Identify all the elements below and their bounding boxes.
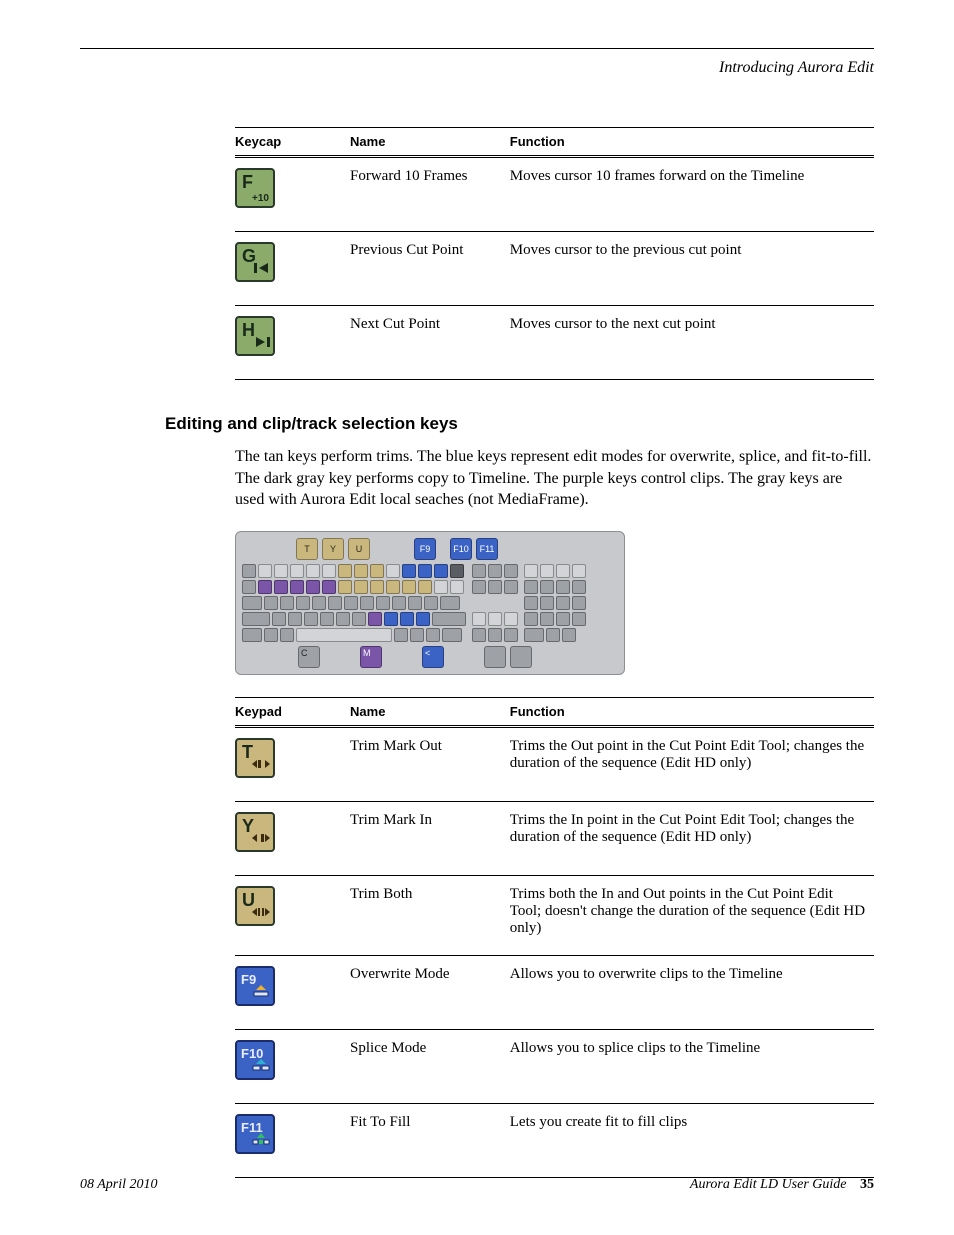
kb-bot-m: M — [360, 646, 382, 668]
section-title: Editing and clip/track selection keys — [165, 414, 874, 434]
keycap-f9: F9 — [235, 966, 275, 1006]
keycap-table-1: Keycap Name Function F +10 Forward 10 Fr… — [235, 127, 874, 380]
th-name: Name — [350, 697, 510, 726]
next-cut-icon — [254, 334, 270, 351]
trim-both-icon — [252, 904, 270, 921]
trim-out-icon — [252, 756, 270, 773]
cell-func: Trims the In point in the Cut Point Edit… — [510, 801, 874, 875]
cell-name: Overwrite Mode — [350, 955, 510, 1029]
cell-name: Trim Both — [350, 875, 510, 955]
th-keypad: Keypad — [235, 697, 350, 726]
kb-top-f11: F11 — [476, 538, 498, 560]
cell-func: Moves cursor to the next cut point — [510, 306, 874, 380]
cell-name: Next Cut Point — [350, 306, 510, 380]
kb-top-y: Y — [322, 538, 344, 560]
th-name: Name — [350, 128, 510, 157]
kb-bot-b — [510, 646, 532, 668]
th-keycap: Keycap — [235, 128, 350, 157]
cell-func: Lets you create fit to fill clips — [510, 1103, 874, 1177]
cell-name: Previous Cut Point — [350, 232, 510, 306]
table-row: F10 Splice Mode Allows you to splice cli… — [235, 1029, 874, 1103]
cell-name: Fit To Fill — [350, 1103, 510, 1177]
cell-name: Trim Mark In — [350, 801, 510, 875]
kb-top-t: T — [296, 538, 318, 560]
keycap-h: H — [235, 316, 275, 356]
kb-nav-block — [472, 564, 518, 642]
keycap-f10: F10 — [235, 1040, 275, 1080]
table-row: F11 Fit To Fill Lets you create fit to f… — [235, 1103, 874, 1177]
th-function: Function — [510, 697, 874, 726]
kb-numpad-block — [524, 564, 586, 642]
cell-name: Splice Mode — [350, 1029, 510, 1103]
kb-top-f10: F10 — [450, 538, 472, 560]
table-row: U Trim Both Trims both the In and Out po… — [235, 875, 874, 955]
section-body: The tan keys perform trims. The blue key… — [235, 446, 874, 511]
keycap-sub: +10 — [252, 193, 269, 204]
cell-func: Allows you to splice clips to the Timeli… — [510, 1029, 874, 1103]
kb-main-block — [242, 564, 466, 642]
cell-func: Moves cursor to the previous cut point — [510, 232, 874, 306]
table-row: F +10 Forward 10 Frames Moves cursor 10 … — [235, 157, 874, 232]
table-row: H Next Cut Point Moves cursor to the nex… — [235, 306, 874, 380]
fit-icon — [252, 1132, 270, 1149]
page-footer: 08 April 2010 Aurora Edit LD User Guide … — [80, 1177, 874, 1193]
keycap-f: F +10 — [235, 168, 275, 208]
footer-page: 35 — [860, 1177, 874, 1192]
footer-date: 08 April 2010 — [80, 1177, 158, 1193]
kb-bot-c: C — [298, 646, 320, 668]
keycap-letter: F — [242, 172, 253, 193]
cell-func: Trims both the In and Out points in the … — [510, 875, 874, 955]
keyboard-diagram: T Y U F9 F10 F11 — [235, 531, 625, 675]
keycap-u: U — [235, 886, 275, 926]
splice-icon — [252, 1058, 270, 1075]
cell-name: Forward 10 Frames — [350, 157, 510, 232]
top-rule — [80, 48, 874, 49]
table-row: Y Trim Mark In Trims the In point in the… — [235, 801, 874, 875]
prev-cut-icon — [254, 260, 270, 277]
cell-name: Trim Mark Out — [350, 726, 510, 801]
kb-top-u: U — [348, 538, 370, 560]
th-function: Function — [510, 128, 874, 157]
keycap-f11: F11 — [235, 1114, 275, 1154]
keycap-t: T — [235, 738, 275, 778]
trim-in-icon — [252, 830, 270, 847]
keycap-y: Y — [235, 812, 275, 852]
keycap-g: G — [235, 242, 275, 282]
cell-func: Moves cursor 10 frames forward on the Ti… — [510, 157, 874, 232]
cell-func: Trims the Out point in the Cut Point Edi… — [510, 726, 874, 801]
table-row: T Trim Mark Out Trims the Out point in t… — [235, 726, 874, 801]
running-head: Introducing Aurora Edit — [80, 59, 874, 77]
table-row: F9 Overwrite Mode Allows you to overwrit… — [235, 955, 874, 1029]
kb-bot-a — [484, 646, 506, 668]
kb-top-f9: F9 — [414, 538, 436, 560]
footer-book: Aurora Edit LD User Guide — [690, 1177, 847, 1192]
kb-bot-lt: < — [422, 646, 444, 668]
table-row: G Previous Cut Point Moves cursor to the… — [235, 232, 874, 306]
overwrite-icon — [252, 984, 270, 1001]
keycap-table-2: Keypad Name Function T Trim Mark Out Tri… — [235, 697, 874, 1178]
cell-func: Allows you to overwrite clips to the Tim… — [510, 955, 874, 1029]
